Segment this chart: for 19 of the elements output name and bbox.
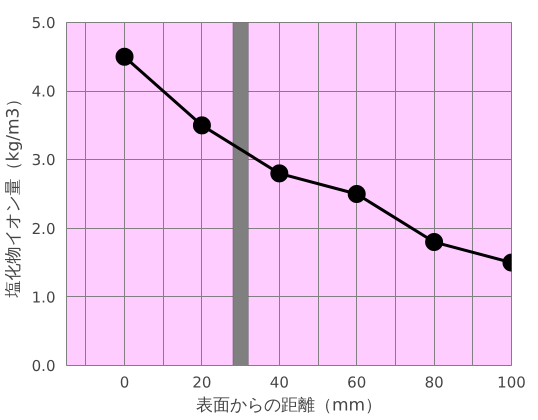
x-tick-label: 0 xyxy=(120,374,130,392)
y-tick-label: 0.0 xyxy=(32,357,56,375)
point xyxy=(348,185,366,203)
x-tick-label: 20 xyxy=(192,374,212,392)
point xyxy=(192,116,211,134)
y-tick-label: 1.0 xyxy=(32,288,56,306)
x-tick-label: 60 xyxy=(347,374,366,392)
y-tick-label: 5.0 xyxy=(32,14,56,32)
x-axis-title: 表面からの距離（mm） xyxy=(196,396,382,416)
x-tick-label: 40 xyxy=(270,374,289,392)
point xyxy=(425,233,444,252)
x-tick-label: 80 xyxy=(424,374,444,392)
point xyxy=(270,164,288,182)
y-tick-label: 4.0 xyxy=(32,82,56,101)
y-tick-label: 2.0 xyxy=(32,220,56,238)
point xyxy=(116,48,134,66)
y-axis-title: 塩化物イオン量（kg/m3） xyxy=(4,90,24,298)
y-tick-label: 3.0 xyxy=(32,151,56,170)
x-tick-label: 100 xyxy=(497,374,526,392)
